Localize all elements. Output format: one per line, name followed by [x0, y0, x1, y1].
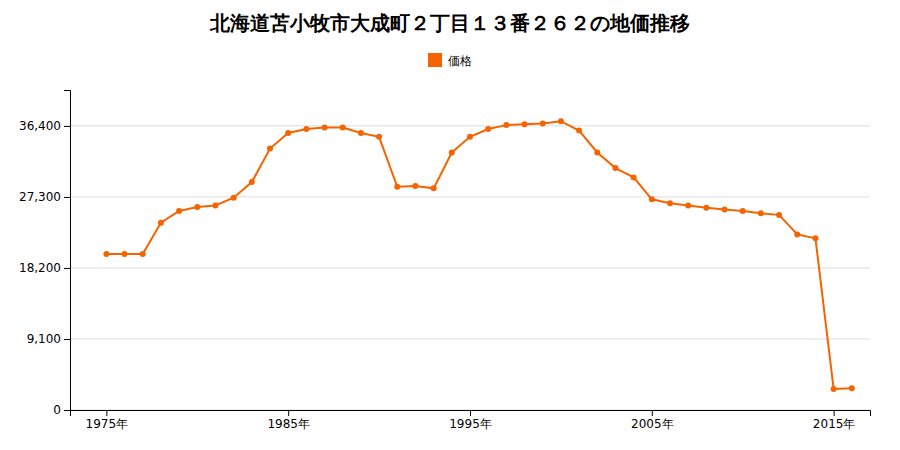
marker: [140, 251, 146, 257]
tick-label: 0: [53, 403, 61, 417]
marker: [703, 205, 709, 211]
marker: [740, 208, 746, 214]
tick: 1975年: [86, 410, 129, 431]
tick-label: 2015年: [813, 417, 856, 431]
marker: [303, 126, 309, 132]
tick-label: 1995年: [449, 417, 492, 431]
tick-mark: [64, 126, 70, 127]
tick: 2005年: [631, 410, 674, 431]
marker: [376, 134, 382, 140]
tick-label: 36,400: [19, 119, 61, 133]
marker: [722, 206, 728, 212]
marker: [503, 122, 509, 128]
marks: [103, 118, 854, 392]
x-axis: 1975年 1985年 1995年 2005年 2015年: [71, 410, 871, 431]
marker: [176, 208, 182, 214]
legend-label: 価格: [448, 54, 472, 68]
tick-mark: [106, 410, 107, 416]
tick-label: 27,300: [19, 190, 61, 204]
marker: [612, 165, 618, 171]
marker: [758, 210, 764, 216]
line: [106, 121, 851, 389]
tick-label: 1975年: [86, 417, 129, 431]
plot: 1975年 1985年 1995年 2005年 2015年 0 9,100 18,200 27,…: [19, 91, 871, 431]
tick-mark: [288, 410, 289, 416]
tick-mark: [64, 410, 70, 411]
axis-line: [64, 91, 71, 411]
legend: 価格: [428, 53, 472, 68]
marker: [122, 251, 128, 257]
marker: [231, 195, 237, 201]
tick-mark: [64, 268, 70, 269]
grid: [70, 126, 870, 410]
marker: [449, 149, 455, 155]
marker: [485, 126, 491, 132]
tick: 27,300: [19, 190, 70, 204]
marker: [540, 121, 546, 127]
marker: [576, 128, 582, 134]
tick-label: 2005年: [631, 417, 674, 431]
marker: [412, 183, 418, 189]
marker: [594, 149, 600, 155]
grid-line: [70, 267, 870, 268]
marker: [831, 386, 837, 392]
marker: [685, 203, 691, 209]
marker: [212, 203, 218, 209]
marker: [649, 196, 655, 202]
tick-mark: [834, 410, 835, 416]
tick-mark: [470, 410, 471, 416]
y-axis: 0 9,100 18,200 27,300 36,400: [19, 91, 71, 418]
marker: [431, 185, 437, 191]
marker: [776, 212, 782, 218]
tick-label: 18,200: [19, 261, 61, 275]
marker: [558, 118, 564, 124]
tick: 0: [53, 403, 70, 417]
marker: [194, 204, 200, 210]
tick-mark: [64, 339, 70, 340]
axis-line: [71, 411, 871, 417]
chart: 北海道苫小牧市大成町２丁目１３番２６２の地価推移 1975年 1985年 1995年 2…: [0, 0, 900, 450]
tick: 18,200: [19, 261, 70, 275]
marker: [849, 385, 855, 391]
marker: [103, 251, 109, 257]
marker: [394, 184, 400, 190]
marker: [249, 179, 255, 185]
tick: 9,100: [27, 332, 70, 346]
tick-mark: [652, 410, 653, 416]
marker: [340, 124, 346, 130]
tick-label: 1985年: [267, 417, 310, 431]
legend-swatch: [428, 53, 442, 67]
grid-line: [70, 338, 870, 339]
tick-label: 9,100: [27, 332, 61, 346]
marker: [285, 130, 291, 136]
title: 北海道苫小牧市大成町２丁目１３番２６２の地価推移: [209, 11, 690, 35]
marker: [667, 200, 673, 206]
marker: [267, 146, 273, 152]
tick: 36,400: [19, 119, 70, 133]
marker: [358, 130, 364, 136]
grid-line: [70, 125, 870, 126]
tick: 1985年: [267, 410, 310, 431]
marker: [812, 235, 818, 241]
legend-item: 価格: [428, 53, 472, 68]
grid-line: [70, 196, 870, 197]
marker: [794, 231, 800, 237]
tick: 1995年: [449, 410, 492, 431]
markers: [103, 118, 854, 392]
tick-mark: [64, 197, 70, 198]
marker: [158, 220, 164, 226]
tick: 2015年: [813, 410, 856, 431]
marker: [467, 134, 473, 140]
marker: [522, 121, 528, 127]
marker: [322, 124, 328, 130]
marker: [631, 174, 637, 180]
